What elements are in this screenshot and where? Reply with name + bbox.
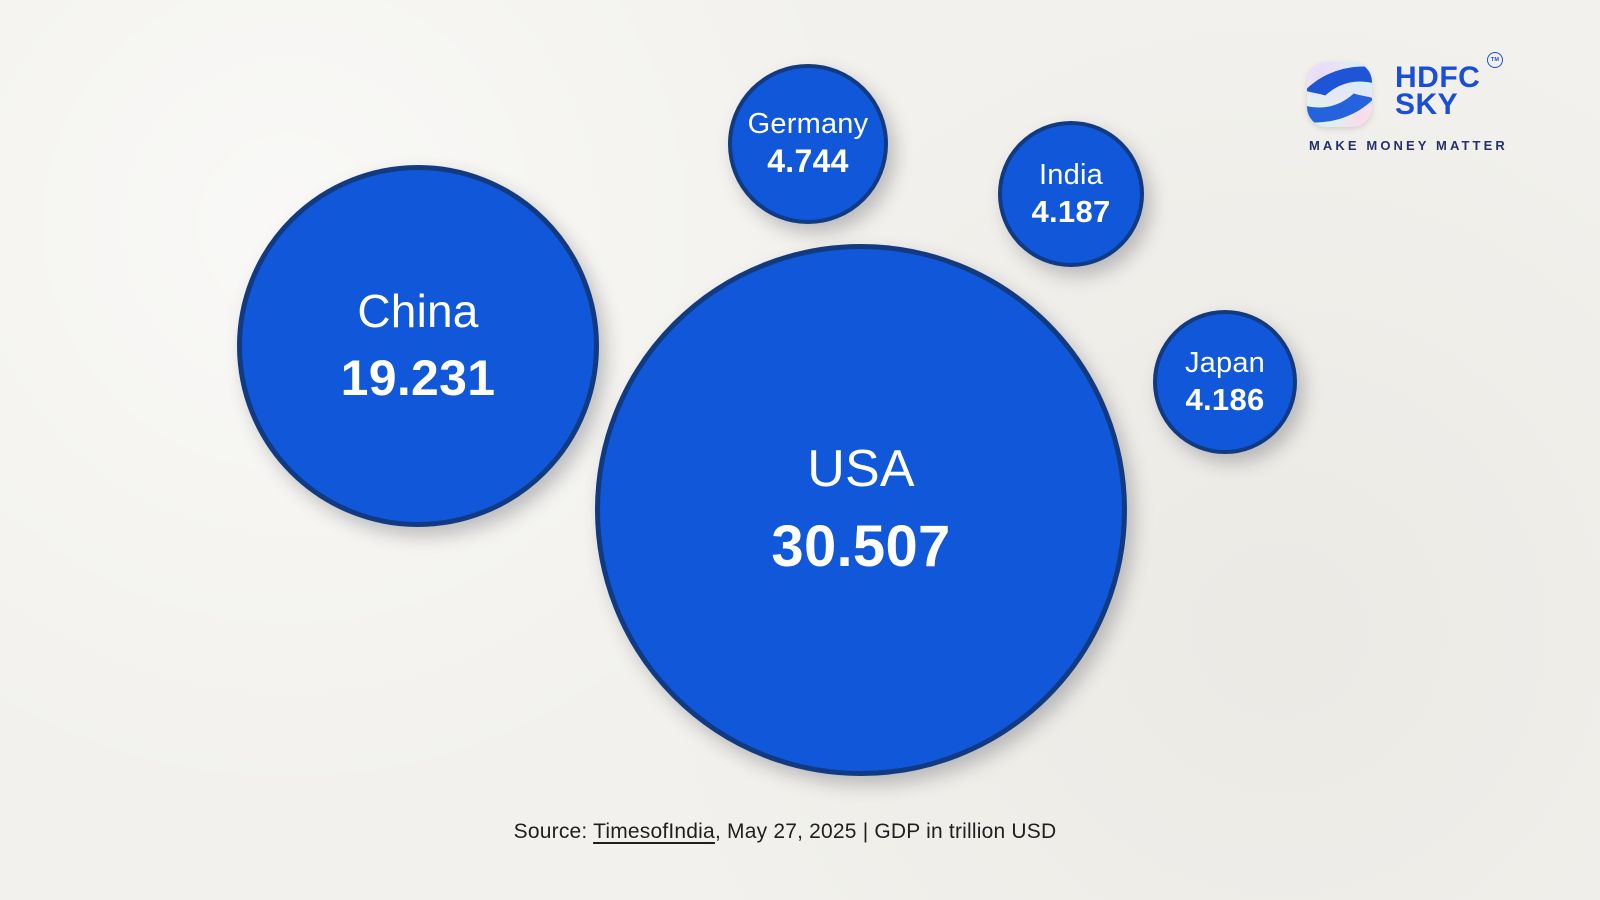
bubble-value-label: 4.186	[1185, 381, 1265, 417]
swoosh-icon	[1307, 66, 1372, 123]
bubble-value-label: 4.187	[1031, 193, 1111, 229]
source-prefix: Source:	[513, 820, 594, 843]
bubble-country-label: India	[1039, 158, 1103, 191]
gdp-bubble-japan: Japan 4.186	[1153, 310, 1297, 454]
bubble-country-label: Japan	[1184, 346, 1265, 379]
source-rest: , May 27, 2025 | GDP in trillion USD	[714, 820, 1057, 843]
gdp-bubble-usa: USA 30.507	[595, 244, 1127, 776]
brand-word-hdfc: HDFC	[1395, 61, 1481, 94]
gdp-bubble-india: India 4.187	[998, 121, 1144, 267]
brand-wordmark: HDFC SKY	[1395, 61, 1481, 121]
bubble-country-label: USA	[807, 439, 915, 498]
brand-word-sky: SKY	[1395, 88, 1459, 121]
bubble-value-label: 30.507	[771, 513, 951, 579]
trademark-icon: TM	[1487, 52, 1503, 68]
bubble-country-label: China	[357, 284, 479, 337]
gdp-bubble-china: China 19.231	[237, 165, 599, 527]
gdp-bubble-germany: Germany 4.744	[728, 64, 888, 224]
bubble-country-label: Germany	[747, 107, 869, 140]
source-line: Source: TimesofIndia, May 27, 2025 | GDP…	[0, 820, 1570, 844]
brand-block: HDFC SKY TM MAKE MONEY MATTER	[1307, 52, 1517, 157]
brand-tagline: MAKE MONEY MATTER	[1309, 138, 1508, 153]
bubble-value-label: 19.231	[340, 349, 496, 406]
bubble-value-label: 4.744	[767, 143, 849, 180]
hdfc-sky-logo-icon	[1307, 62, 1372, 127]
source-link[interactable]: TimesofIndia	[593, 820, 715, 843]
